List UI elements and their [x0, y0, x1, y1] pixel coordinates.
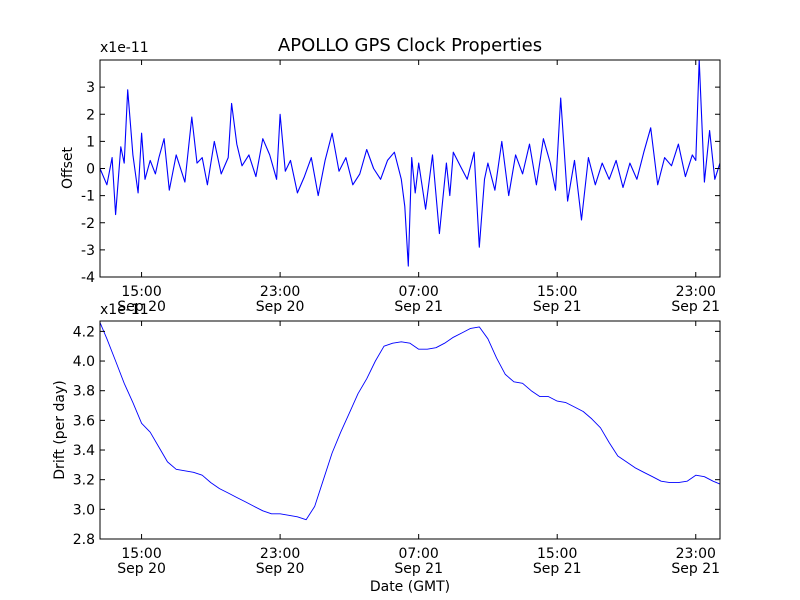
x-axis-label: Date (GMT): [370, 579, 450, 595]
drift-x-tick-label-date: Sep 21: [394, 561, 443, 577]
drift-x-tick-label-date: Sep 21: [671, 561, 720, 577]
offset-y-tick-label: -3: [81, 243, 95, 259]
drift-y-tick-label: 3.0: [73, 502, 95, 518]
offset-x-tick-label-time: 15:00: [121, 284, 161, 300]
offset-y-tick-label: 0: [86, 162, 95, 178]
offset-y-tick-label: 1: [86, 134, 95, 150]
drift-y-tick-label: 3.4: [73, 443, 95, 459]
drift-y-tick-label: 3.6: [73, 413, 95, 429]
drift-y-tick-label: 4.0: [73, 354, 95, 370]
drift-x-tick-label-time: 23:00: [260, 546, 300, 562]
offset-x-tick-label-date: Sep 20: [256, 299, 305, 315]
drift-y-tick-label: 2.8: [73, 532, 95, 548]
drift-x-tick-label-time: 15:00: [121, 546, 161, 562]
chart-title: APOLLO GPS Clock Properties: [278, 35, 542, 56]
drift-scale-label: x1e-11: [100, 302, 149, 318]
drift-x-tick-label-time: 15:00: [537, 546, 577, 562]
offset-x-tick-label-date: Sep 21: [394, 299, 443, 315]
drift-y-tick-label: 3.8: [73, 384, 95, 400]
offset-x-tick-label-time: 07:00: [398, 284, 438, 300]
drift-x-tick-label-date: Sep 20: [117, 561, 166, 577]
offset-y-tick-label: -4: [81, 270, 95, 286]
drift-y-tick-label: 3.2: [73, 473, 95, 489]
drift-y-axis-label: Drift (per day): [52, 380, 68, 479]
offset-scale-label: x1e-11: [100, 40, 149, 56]
offset-y-tick-label: -2: [81, 216, 95, 232]
offset-y-tick-label: 2: [86, 107, 95, 123]
offset-y-tick-label: 3: [86, 80, 95, 96]
drift-y-tick-label: 4.2: [73, 324, 95, 340]
drift-x-tick-label-date: Sep 21: [533, 561, 582, 577]
drift-x-tick-label-date: Sep 20: [256, 561, 305, 577]
offset-x-tick-label-date: Sep 21: [533, 299, 582, 315]
offset-x-tick-label-date: Sep 21: [671, 299, 720, 315]
drift-x-tick-label-time: 07:00: [398, 546, 438, 562]
drift-x-tick-label-time: 23:00: [676, 546, 716, 562]
offset-x-tick-label-time: 23:00: [676, 284, 716, 300]
offset-x-tick-label-time: 23:00: [260, 284, 300, 300]
offset-y-tick-label: -1: [81, 189, 95, 205]
offset-x-tick-label-time: 15:00: [537, 284, 577, 300]
offset-y-axis-label: Offset: [60, 146, 76, 189]
